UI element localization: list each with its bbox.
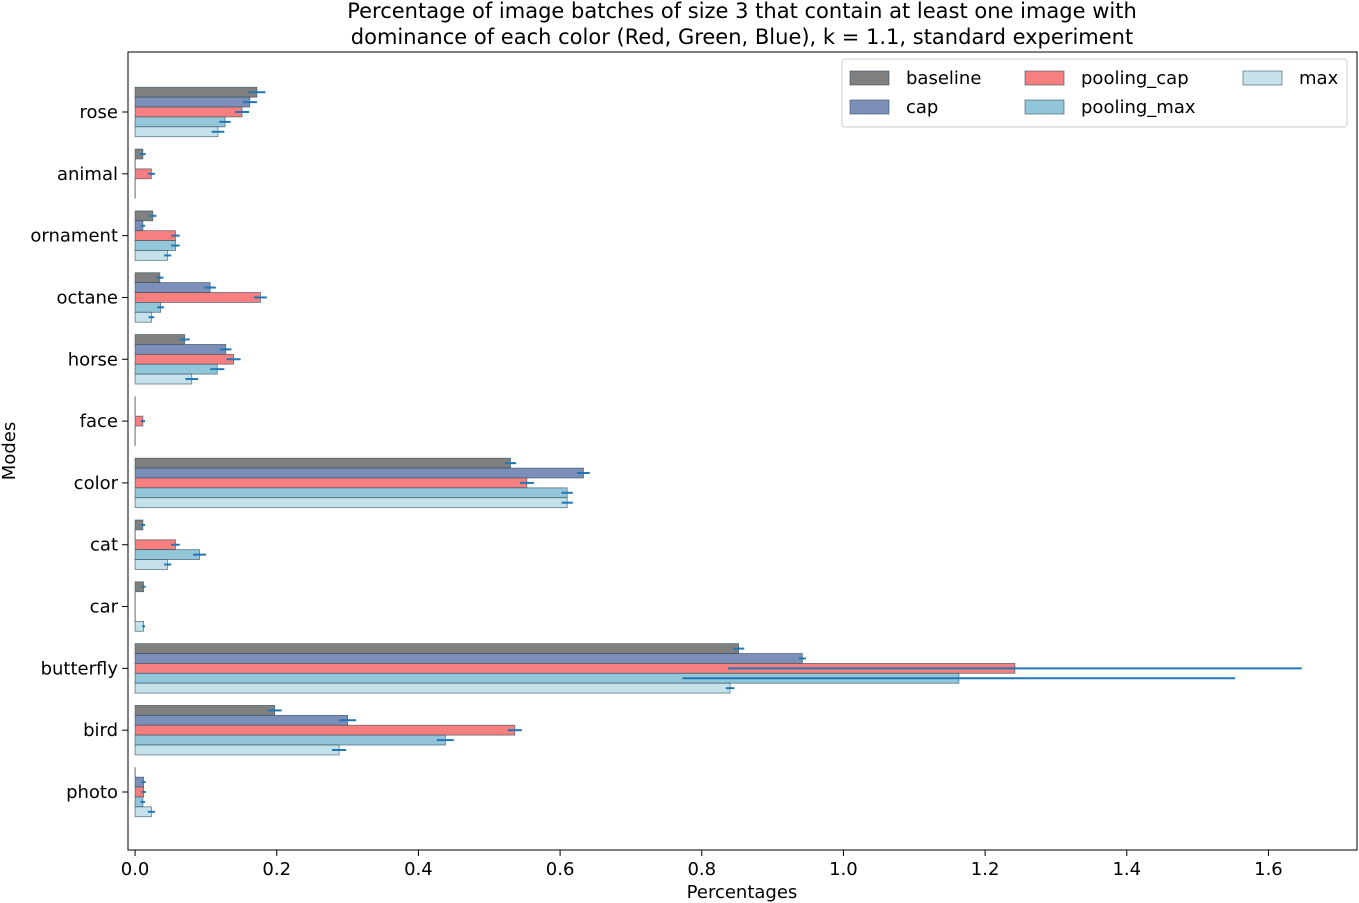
bar-pooling_max-rose	[134, 116, 226, 128]
legend-swatch-pooling_max	[1024, 99, 1065, 115]
bar-pooling_cap-octane	[134, 292, 261, 303]
bar-baseline-bird	[134, 705, 276, 716]
x-axis: 0.0 0.2 0.4 0.6 0.8 1.0 1.2 1.4 1.6	[121, 850, 1283, 880]
bar-pooling_cap-bird	[134, 724, 516, 736]
x-axis-label: Percentages	[687, 882, 798, 903]
x-tick-label: 0.4	[404, 859, 433, 880]
bar-cap-bird	[134, 714, 348, 726]
x-tick-label: 0.6	[546, 859, 575, 880]
bar-pooling_max-ornament	[134, 240, 176, 251]
y-axis: rose animal ornament octane horse face color ca…	[30, 102, 128, 803]
bar-pooling_cap-ornament	[134, 230, 176, 241]
y-tick-label: face	[80, 411, 118, 432]
bar-baseline-color	[134, 457, 511, 469]
y-tick-label: rose	[80, 102, 118, 123]
x-tick-label: 0.0	[121, 859, 150, 880]
x-tick-label: 0.2	[262, 859, 291, 880]
bar-pooling_max-cat	[134, 549, 200, 560]
bar-cap-octane	[134, 282, 211, 293]
y-tick-label: cat	[90, 535, 118, 556]
legend-swatch-cap	[849, 99, 890, 115]
x-tick-label: 1.6	[1254, 859, 1283, 880]
legend-label-pooling_max: pooling_max	[1081, 97, 1196, 118]
chart-title: Percentage of image batches of size 3 th…	[347, 0, 1137, 49]
bar-pooling_max-horse	[134, 363, 218, 375]
y-tick-label: butterfly	[41, 658, 119, 679]
legend-label-baseline: baseline	[906, 68, 981, 89]
x-tick-label: 1.2	[971, 859, 1000, 880]
legend-frame	[841, 58, 1348, 128]
bar-max-horse	[134, 373, 193, 385]
y-tick-label: ornament	[30, 226, 118, 247]
legend: baseline cap pooling_cap pooling_max max	[841, 58, 1348, 128]
y-tick-label: bird	[83, 720, 118, 741]
bar-pooling_max-bird	[134, 734, 446, 746]
bar-pooling_max-octane	[134, 301, 161, 313]
bar-max-cat	[134, 559, 169, 570]
legend-label-cap: cap	[906, 97, 938, 118]
y-tick-label: horse	[68, 349, 118, 370]
y-tick-label: octane	[57, 287, 118, 308]
bar-pooling_cap-rose	[134, 106, 243, 118]
bar-cap-horse	[134, 344, 227, 355]
legend-swatch-max	[1242, 70, 1283, 86]
legend-label-max: max	[1299, 68, 1339, 89]
bar-max-rose	[134, 126, 219, 138]
bar-max-butterfly	[134, 682, 731, 694]
bar-cap-color	[134, 467, 584, 479]
x-tick-label: 1.0	[829, 859, 858, 880]
bar-baseline-octane	[134, 272, 161, 284]
bar-baseline-rose	[134, 86, 258, 98]
bar-max-bird	[134, 744, 340, 756]
y-tick-label: photo	[66, 782, 118, 803]
bar-max-ornament	[134, 250, 169, 261]
legend-swatch-baseline	[849, 70, 890, 86]
bar-pooling_cap-cat	[134, 539, 176, 551]
legend-label-pooling_cap: pooling_cap	[1081, 68, 1189, 89]
y-axis-label: Modes	[0, 422, 20, 480]
y-tick-label: color	[74, 473, 119, 494]
legend-swatch-pooling_cap	[1024, 70, 1065, 86]
y-tick-label: car	[90, 597, 119, 618]
y-tick-label: animal	[57, 164, 118, 185]
bar-baseline-butterfly	[134, 643, 740, 654]
bar-max-color	[134, 497, 568, 509]
error-bars-layer	[140, 91, 1302, 813]
bar-cap-rose	[134, 96, 251, 108]
bar-cap-butterfly	[134, 653, 803, 664]
bar-pooling_cap-horse	[134, 353, 234, 365]
bar-pooling_max-color	[134, 487, 568, 499]
x-tick-label: 1.4	[1112, 859, 1141, 880]
x-tick-label: 0.8	[687, 859, 716, 880]
chart-title-line-2: dominance of each color (Red, Green, Blu…	[351, 25, 1133, 49]
bar-pooling_cap-color	[134, 477, 528, 489]
bar-baseline-horse	[134, 334, 186, 345]
chart-title-line-1: Percentage of image batches of size 3 th…	[347, 0, 1137, 23]
